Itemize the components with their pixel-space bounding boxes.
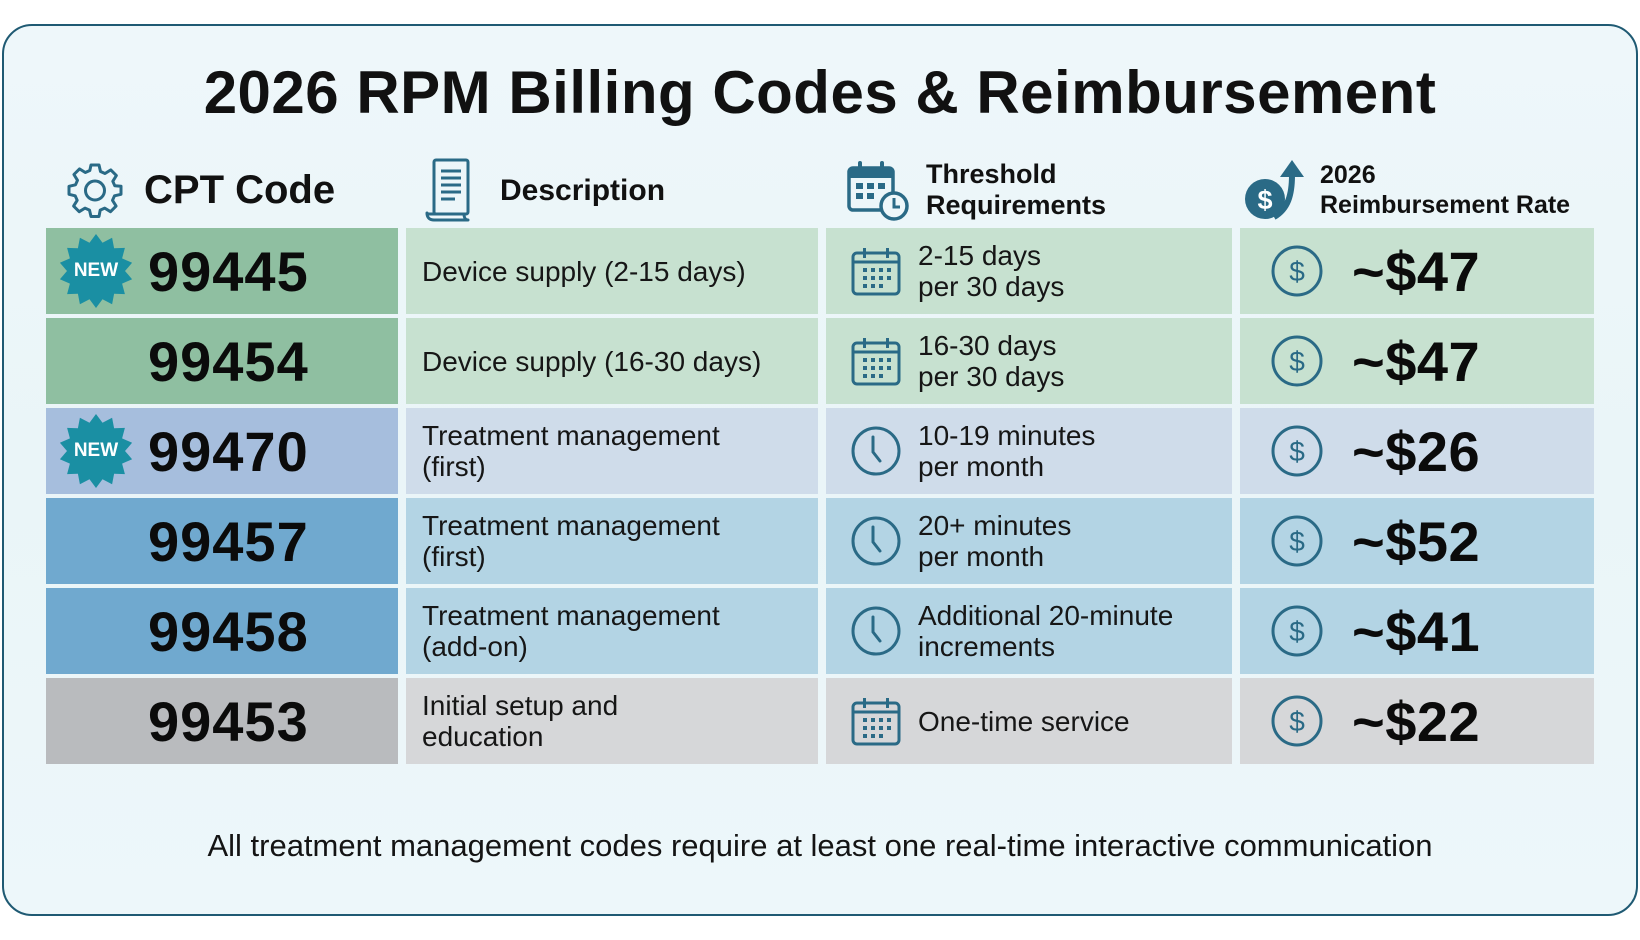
table-row: 99453 Initial setup and education One-time …: [46, 678, 1594, 764]
cpt-code-cell: 99454: [46, 318, 398, 404]
reimbursement-rate: ~$41: [1352, 599, 1481, 663]
description-text: Initial setup and education: [422, 690, 619, 752]
rate-cell: $ ~$47: [1240, 318, 1594, 404]
threshold-text: 16-30 days per 30 days: [918, 330, 1065, 392]
threshold-text: 20+ minutes per month: [918, 510, 1072, 572]
threshold-text: Additional 20-minute increments: [918, 600, 1174, 662]
new-badge: NEW: [58, 413, 134, 489]
calendar-icon: [851, 248, 901, 296]
threshold-cell: 16-30 days per 30 days: [826, 318, 1232, 404]
cpt-code-cell: NEW 99470: [46, 408, 398, 494]
header-cpt-code: CPT Code: [66, 150, 335, 230]
table-row: NEW 99445 Device supply (2-15 days) 2-15 da…: [46, 228, 1594, 314]
svg-text:$: $: [1289, 256, 1305, 287]
threshold-cell: 10-19 minutes per month: [826, 408, 1232, 494]
svg-text:$: $: [1289, 526, 1305, 557]
threshold-cell: Additional 20-minute increments: [826, 588, 1232, 674]
description-cell: Device supply (16-30 days): [406, 318, 818, 404]
cpt-code-cell: 99458: [46, 588, 398, 674]
reimbursement-rate: ~$52: [1352, 509, 1481, 573]
table-row: 99458 Treatment management (add-on) Additio…: [46, 588, 1594, 674]
description-cell: Initial setup and education: [406, 678, 818, 764]
description-cell: Treatment management (first): [406, 408, 818, 494]
threshold-cell: 2-15 days per 30 days: [826, 228, 1232, 314]
svg-text:$: $: [1289, 616, 1305, 647]
calendar-icon: [851, 338, 901, 386]
header-label: 2026 Reimbursement Rate: [1320, 161, 1571, 219]
rate-cell: $ ~$22: [1240, 678, 1594, 764]
svg-text:$: $: [1257, 185, 1272, 215]
gear-icon: [67, 163, 123, 218]
footer-note: All treatment management codes require a…: [207, 828, 1433, 863]
clock-icon: [851, 516, 901, 566]
dollar-circle-icon: $: [1271, 335, 1323, 387]
clock-icon: [851, 426, 901, 476]
description-text: Treatment management (add-on): [422, 600, 720, 662]
reimbursement-rate: ~$26: [1352, 419, 1481, 483]
rate-cell: $ ~$47: [1240, 228, 1594, 314]
dollar-circle-icon: $: [1271, 515, 1323, 567]
header-label: CPT Code: [144, 167, 336, 212]
header-description: Description: [424, 150, 665, 230]
description-text: Device supply (16-30 days): [422, 345, 762, 377]
threshold-text: One-time service: [918, 705, 1130, 737]
table-row: 99457 Treatment management (first) 20+ minu…: [46, 498, 1594, 584]
calendar-clock-icon: [847, 161, 909, 221]
header-rate: $ 2026 Reimbursement Rate: [1244, 150, 1570, 230]
reimbursement-rate: ~$47: [1352, 329, 1481, 393]
description-text: Treatment management (first): [422, 420, 720, 482]
table-row: NEW 99470 Treatment management (first) 10-19…: [46, 408, 1594, 494]
rate-cell: $ ~$52: [1240, 498, 1594, 584]
rate-cell: $ ~$41: [1240, 588, 1594, 674]
cpt-code: 99458: [148, 599, 309, 663]
cpt-code: 99453: [148, 689, 309, 753]
cpt-code-cell: 99457: [46, 498, 398, 584]
header-label: Threshold Requirements: [926, 159, 1107, 220]
header-label: Description: [500, 173, 666, 207]
description-cell: Device supply (2-15 days): [406, 228, 818, 314]
cpt-code-cell: 99453: [46, 678, 398, 764]
threshold-cell: One-time service: [826, 678, 1232, 764]
svg-text:$: $: [1289, 706, 1305, 737]
cpt-code: 99457: [148, 509, 309, 573]
reimbursement-rate: ~$22: [1352, 689, 1481, 753]
document-icon: [425, 158, 470, 222]
dollar-circle-icon: $: [1271, 425, 1323, 477]
cpt-code: 99445: [148, 239, 309, 303]
svg-text:$: $: [1289, 436, 1305, 467]
dollar-circle-icon: $: [1271, 605, 1323, 657]
table-row: 99454 Device supply (16-30 days) 16-30 day…: [46, 318, 1594, 404]
cpt-code-cell: NEW 99445: [46, 228, 398, 314]
calendar-icon: [851, 698, 901, 746]
new-badge: NEW: [58, 233, 134, 309]
description-text: Treatment management (first): [422, 510, 720, 572]
cpt-code: 99454: [148, 329, 309, 393]
description-cell: Treatment management (first): [406, 498, 818, 584]
clock-icon: [851, 606, 901, 656]
cpt-code: 99470: [148, 419, 309, 483]
threshold-text: 10-19 minutes per month: [918, 420, 1096, 482]
reimbursement-rate: ~$47: [1352, 239, 1481, 303]
description-text: Device supply (2-15 days): [422, 255, 746, 287]
threshold-text: 2-15 days per 30 days: [918, 240, 1065, 302]
threshold-cell: 20+ minutes per month: [826, 498, 1232, 584]
header-threshold: Threshold Requirements: [846, 150, 1106, 230]
dollar-up-arrow-icon: $: [1245, 160, 1304, 220]
rate-cell: $ ~$26: [1240, 408, 1594, 494]
dollar-circle-icon: $: [1271, 695, 1323, 747]
svg-text:$: $: [1289, 346, 1305, 377]
description-cell: Treatment management (add-on): [406, 588, 818, 674]
dollar-circle-icon: $: [1271, 245, 1323, 297]
page-title: 2026 RPM Billing Codes & Reimbursement: [203, 59, 1437, 126]
